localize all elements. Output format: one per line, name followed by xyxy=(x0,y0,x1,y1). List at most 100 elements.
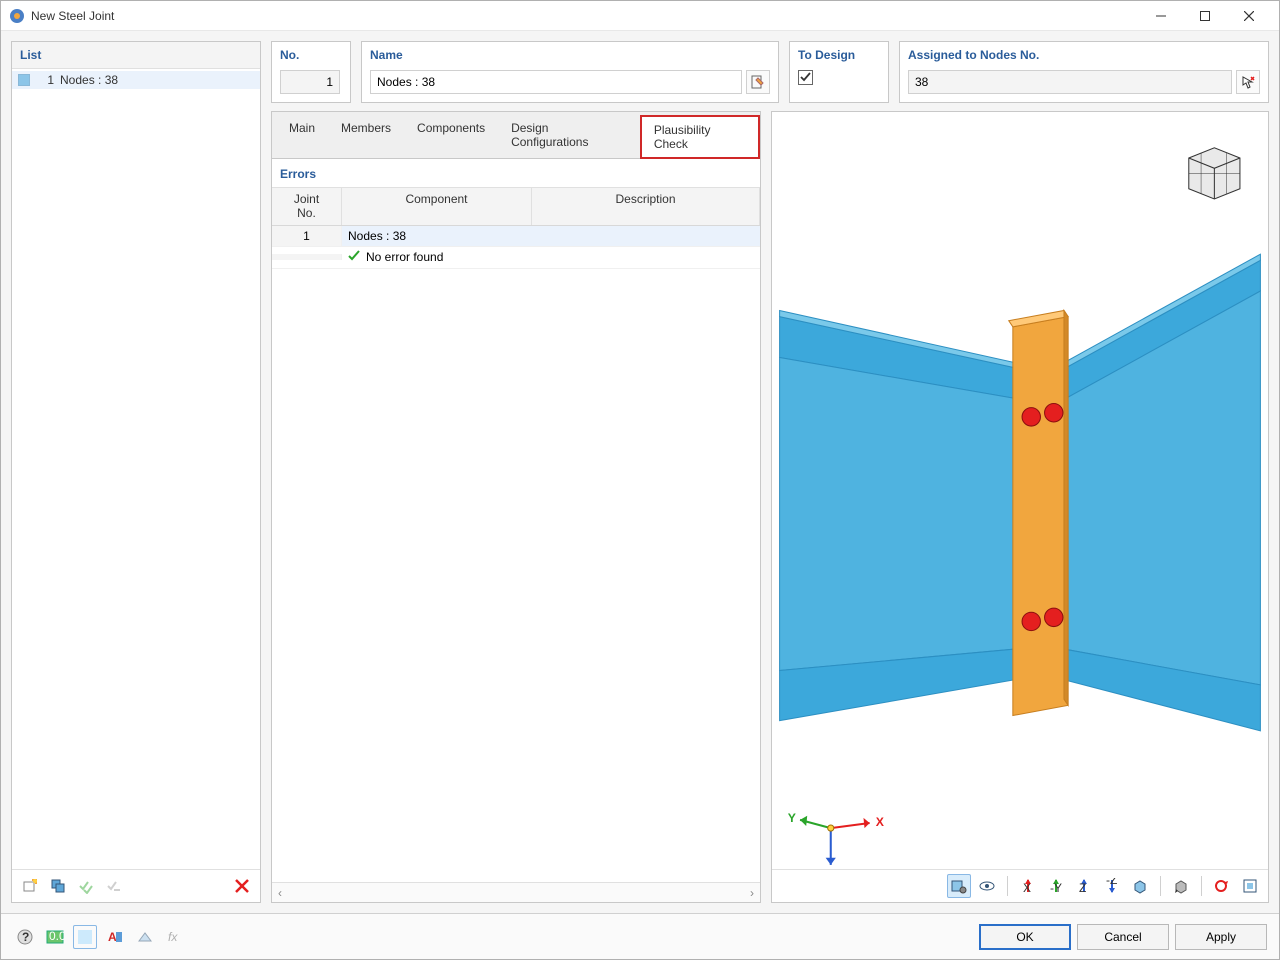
ok-button[interactable]: OK xyxy=(979,924,1071,950)
view-settings-button[interactable] xyxy=(947,874,971,898)
assigned-nodes-label: Assigned to Nodes No. xyxy=(900,42,1268,66)
svg-text:X: X xyxy=(1023,881,1031,894)
list-toolbar xyxy=(12,869,260,902)
axes-tripod-icon: X Y Z xyxy=(788,811,885,869)
svg-text:0.00: 0.00 xyxy=(49,930,64,943)
to-design-label: To Design xyxy=(790,42,888,66)
check-all-button[interactable] xyxy=(74,874,98,898)
col-joint-no: Joint No. xyxy=(272,188,342,225)
main-area: No. Name To Design Ass xyxy=(271,41,1269,903)
text-tool-button[interactable]: A xyxy=(103,925,127,949)
assigned-nodes-input[interactable] xyxy=(908,70,1232,94)
function-button[interactable]: fx xyxy=(163,925,187,949)
tab-design-configurations[interactable]: Design Configurations xyxy=(498,114,640,158)
app-icon xyxy=(9,8,25,24)
svg-text:Z: Z xyxy=(1079,881,1086,894)
header-row: No. Name To Design Ass xyxy=(271,41,1269,103)
tab-components[interactable]: Components xyxy=(404,114,498,158)
errors-section-header: Errors xyxy=(272,159,760,187)
name-field-box: Name xyxy=(361,41,779,103)
model-render: X Y Z xyxy=(772,112,1268,869)
view-neg-z-button[interactable]: -Z xyxy=(1100,874,1124,898)
dialog-window: New Steel Joint List 1 Nodes : 38 xyxy=(0,0,1280,960)
check-ok-icon xyxy=(348,250,360,265)
cell-joint-no: 1 xyxy=(272,226,342,246)
table-row[interactable]: 1 Nodes : 38 xyxy=(272,226,760,247)
list-panel-header: List xyxy=(12,42,260,69)
reset-view-button[interactable] xyxy=(1210,874,1234,898)
svg-text:-Z: -Z xyxy=(1106,878,1117,887)
apply-button[interactable]: Apply xyxy=(1175,924,1267,950)
viewer-canvas[interactable]: X Y Z xyxy=(772,112,1268,869)
view-z-button[interactable]: Z xyxy=(1072,874,1096,898)
display-mode-button[interactable] xyxy=(1169,874,1193,898)
assigned-nodes-box: Assigned to Nodes No. xyxy=(899,41,1269,103)
nav-cube-icon xyxy=(1189,148,1240,199)
number-input[interactable] xyxy=(280,70,340,94)
scroll-track[interactable] xyxy=(288,889,744,897)
uncheck-all-button[interactable] xyxy=(102,874,126,898)
toolbar-separator xyxy=(1007,876,1008,896)
cell-joint-no xyxy=(272,254,342,260)
close-button[interactable] xyxy=(1227,2,1271,30)
svg-text:Y: Y xyxy=(788,811,796,825)
list-item-number: 1 xyxy=(36,73,54,87)
number-field-box: No. xyxy=(271,41,351,103)
color-button[interactable] xyxy=(73,925,97,949)
to-design-checkbox[interactable] xyxy=(798,70,813,85)
delete-item-button[interactable] xyxy=(230,874,254,898)
maximize-button[interactable] xyxy=(1183,2,1227,30)
list-item-swatch xyxy=(18,74,30,86)
scroll-right-icon[interactable]: › xyxy=(750,886,754,900)
svg-text:?: ? xyxy=(22,930,29,944)
tab-strip: Main Members Components Design Configura… xyxy=(272,112,760,159)
tabbed-panel: Main Members Components Design Configura… xyxy=(271,111,761,903)
svg-text:-Y: -Y xyxy=(1050,881,1062,894)
tab-main[interactable]: Main xyxy=(276,114,328,158)
fit-view-button[interactable] xyxy=(1238,874,1262,898)
svg-text:fx: fx xyxy=(168,930,178,944)
pick-nodes-button[interactable] xyxy=(1236,70,1260,94)
horizontal-scrollbar[interactable]: ‹ › xyxy=(272,882,760,902)
toolbar-separator xyxy=(1201,876,1202,896)
col-description: Description xyxy=(532,188,760,225)
to-design-box: To Design xyxy=(789,41,889,103)
toolbar-separator xyxy=(1160,876,1161,896)
minimize-button[interactable] xyxy=(1139,2,1183,30)
list-item[interactable]: 1 Nodes : 38 xyxy=(12,71,260,89)
view-y-button[interactable]: -Y xyxy=(1044,874,1068,898)
bottom-bar: ? 0.00 A fx OK Cancel Apply xyxy=(1,913,1279,959)
tab-members[interactable]: Members xyxy=(328,114,404,158)
view-x-button[interactable]: X xyxy=(1016,874,1040,898)
tab-plausibility-check[interactable]: Plausibility Check xyxy=(640,115,760,159)
cell-node-label: Nodes : 38 xyxy=(342,226,760,246)
middle-row: Main Members Components Design Configura… xyxy=(271,111,1269,903)
dialog-content: List 1 Nodes : 38 No. xyxy=(1,31,1279,913)
name-label: Name xyxy=(362,42,778,66)
show-all-button[interactable] xyxy=(975,874,999,898)
cancel-button[interactable]: Cancel xyxy=(1077,924,1169,950)
copy-item-button[interactable] xyxy=(46,874,70,898)
viewer-panel: X Y Z xyxy=(771,111,1269,903)
units-button[interactable]: 0.00 xyxy=(43,925,67,949)
window-title: New Steel Joint xyxy=(31,9,1139,23)
help-button[interactable]: ? xyxy=(13,925,37,949)
cell-status: No error found xyxy=(342,247,760,268)
titlebar: New Steel Joint xyxy=(1,1,1279,31)
col-component: Component xyxy=(342,188,532,225)
list-panel: List 1 Nodes : 38 xyxy=(11,41,261,903)
scroll-left-icon[interactable]: ‹ xyxy=(278,886,282,900)
number-label: No. xyxy=(272,42,350,66)
svg-text:Z: Z xyxy=(828,868,836,869)
new-item-button[interactable] xyxy=(18,874,42,898)
view-iso-button[interactable] xyxy=(1128,874,1152,898)
svg-text:X: X xyxy=(876,815,885,829)
name-input[interactable] xyxy=(370,70,742,94)
viewer-toolbar: X -Y Z -Z xyxy=(772,869,1268,902)
view-tool-button[interactable] xyxy=(133,925,157,949)
edit-name-button[interactable] xyxy=(746,70,770,94)
table-row[interactable]: No error found xyxy=(272,247,760,269)
svg-text:A: A xyxy=(108,930,117,944)
list-tree[interactable]: 1 Nodes : 38 xyxy=(12,69,260,869)
errors-table-header: Joint No. Component Description xyxy=(272,188,760,226)
